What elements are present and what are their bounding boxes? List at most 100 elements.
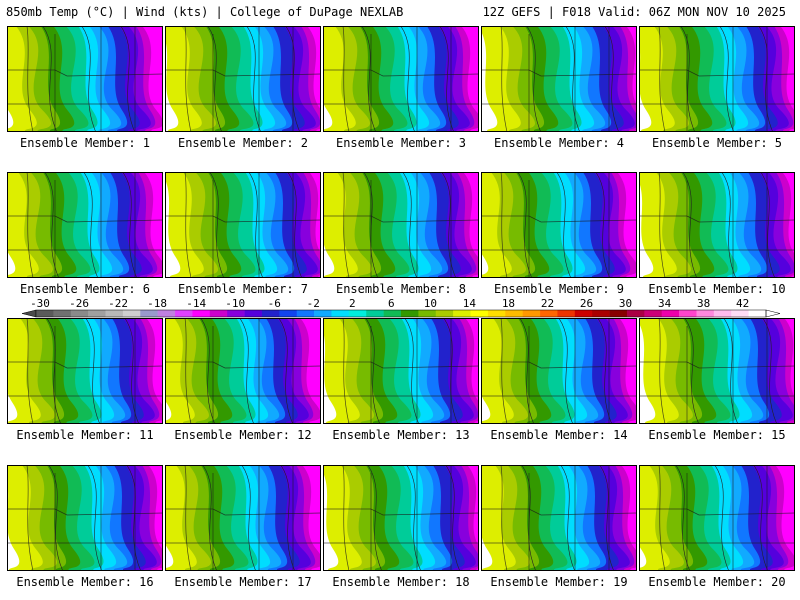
isotherm-contour — [760, 172, 776, 278]
temperature-band — [784, 318, 795, 424]
colorbar-tick-label: -6 — [268, 297, 281, 310]
panel-border — [481, 26, 637, 132]
temperature-band — [619, 318, 637, 424]
boundary-line — [184, 26, 192, 132]
ensemble-member-panel: Ensemble Member: 20 — [639, 465, 795, 589]
isotherm-contour — [46, 318, 62, 424]
isotherm-contour — [719, 26, 735, 132]
colorbar-tick-label: -26 — [69, 297, 89, 310]
isotherm-contour — [241, 465, 257, 571]
boundary-line — [481, 508, 637, 516]
colorbar-svg: -30 -26 -22 -18 -14 -10 -6 -2 2 6 10 14 18 22 26 30 34 38… — [21, 297, 781, 318]
ensemble-member-panel: Ensemble Member: 14 — [481, 318, 637, 442]
colorbar-segment — [453, 310, 471, 317]
temperature-map — [481, 26, 637, 132]
isotherm-contour — [682, 172, 698, 278]
temperature-band — [307, 26, 321, 132]
colorbar-segment — [661, 310, 680, 317]
isotherm-contour — [285, 26, 301, 132]
isotherm-contour — [595, 172, 611, 278]
temperature-map — [165, 318, 321, 424]
boundary-line — [658, 465, 666, 571]
isotherm-contour — [714, 465, 730, 571]
boundary-line — [500, 318, 508, 424]
isotherm-contour — [443, 318, 459, 424]
panel-border — [323, 26, 479, 132]
isotherm-contour — [239, 318, 255, 424]
ensemble-member-panel: Ensemble Member: 10 — [639, 172, 795, 296]
ensemble-member-panel: Ensemble Member: 8 — [323, 172, 479, 296]
colorbar-segment — [261, 310, 280, 317]
panel-border — [165, 318, 321, 424]
colorbar-tick-label: 38 — [697, 297, 710, 310]
isotherm-contour — [400, 26, 416, 132]
colorbar-segment — [296, 310, 315, 317]
isotherm-contour — [246, 26, 262, 132]
member-label: Ensemble Member: 6 — [19, 282, 151, 296]
temperature-map — [165, 465, 321, 571]
boundary-line — [184, 172, 192, 278]
colorbar-segment — [70, 310, 89, 317]
boundary-line — [658, 172, 666, 278]
isotherm-contour — [439, 26, 455, 132]
temperature-map — [165, 172, 321, 278]
isotherm-contour — [556, 172, 572, 278]
temperature-band — [300, 26, 321, 132]
boundary-line — [639, 69, 795, 77]
boundary-line — [323, 508, 479, 516]
temperature-map — [639, 465, 795, 571]
isotherm-contour — [83, 172, 99, 278]
isotherm-contour — [85, 318, 101, 424]
boundary-line — [342, 26, 350, 132]
colorbar-segment — [314, 310, 332, 317]
panel-border — [7, 172, 163, 278]
isotherm-contour — [758, 26, 774, 132]
ensemble-member-panel: Ensemble Member: 2 — [165, 26, 321, 150]
boundary-line — [658, 26, 666, 132]
panel-border — [165, 465, 321, 571]
colorbar-segment — [505, 310, 523, 317]
boundary-line — [26, 26, 34, 132]
temperature-band — [775, 172, 795, 278]
boundary-line — [342, 465, 350, 571]
temperature-map — [7, 318, 163, 424]
temperature-colorbar: -30 -26 -22 -18 -14 -10 -6 -2 2 6 10 14 18 22 26 30 34 38… — [0, 296, 800, 322]
member-label: Ensemble Member: 11 — [16, 428, 154, 442]
boundary-line — [26, 172, 34, 278]
colorbar-tick-label: 2 — [349, 297, 356, 310]
ensemble-member-panel: Ensemble Member: 12 — [165, 318, 321, 442]
temperature-band — [300, 318, 321, 424]
isotherm-contour — [363, 172, 379, 278]
boundary-line — [658, 318, 666, 424]
isotherm-contour — [278, 318, 294, 424]
boundary-line — [7, 69, 163, 77]
colorbar-segment — [418, 310, 437, 317]
boundary-line — [323, 215, 479, 223]
boundary-line — [184, 318, 192, 424]
member-label: Ensemble Member: 20 — [648, 575, 786, 589]
temperature-map — [639, 26, 795, 132]
temperature-map — [7, 26, 163, 132]
isotherm-contour — [680, 26, 696, 132]
colorbar-tick-label: 6 — [388, 297, 395, 310]
isotherm-contour — [361, 26, 377, 132]
colorbar-segment — [435, 310, 454, 317]
temperature-band — [460, 465, 479, 571]
boundary-line — [342, 172, 350, 278]
colorbar-segment — [401, 310, 419, 317]
temperature-map — [481, 318, 637, 424]
isotherm-contour — [207, 26, 223, 132]
isotherm-contour — [120, 26, 136, 132]
ensemble-member-panel: Ensemble Member: 17 — [165, 465, 321, 589]
ensemble-member-panel: Ensemble Member: 7 — [165, 172, 321, 296]
member-label: Ensemble Member: 17 — [174, 575, 312, 589]
colorbar-segment — [522, 310, 541, 317]
boundary-line — [342, 318, 350, 424]
colorbar-outline — [35, 309, 767, 318]
temperature-map — [323, 172, 479, 278]
colorbar-tick-label: 42 — [736, 297, 749, 310]
temperature-map — [165, 26, 321, 132]
isotherm-contour — [721, 172, 737, 278]
boundary-line — [323, 361, 479, 369]
colorbar-segment — [748, 310, 767, 317]
